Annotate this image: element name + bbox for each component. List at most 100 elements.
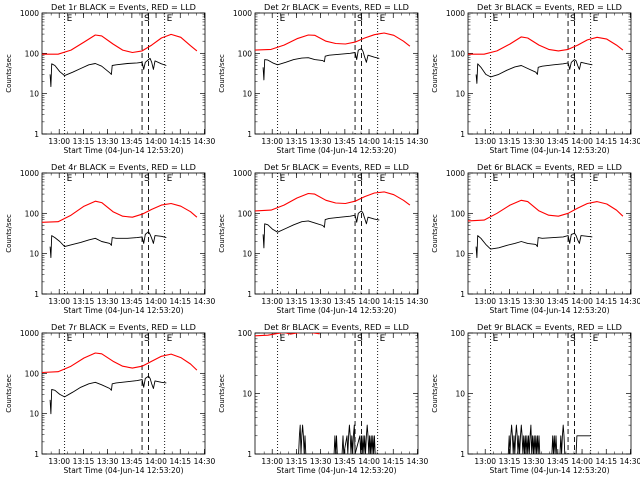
y-tick-label: 100 xyxy=(451,329,466,338)
events-series-line xyxy=(298,424,376,454)
y-axis-label: Counts/sec xyxy=(431,54,439,93)
time-marker-label: E xyxy=(380,174,386,184)
x-tick-label: 13:00 xyxy=(48,457,70,466)
x-axis-label: Start Time (04-Jun-14 12:53:20) xyxy=(64,146,184,155)
chart-svg: Det 1r BLACK = Events, RED = LLD 1 10 100 10… xyxy=(5,2,215,155)
y-tick-label: 1000 xyxy=(446,169,465,178)
lld-series-line xyxy=(42,33,198,55)
x-tick-label: 13:15 xyxy=(286,297,308,306)
x-axis-label: Start Time (04-Jun-14 12:53:20) xyxy=(64,466,184,475)
x-axis-label: Start Time (04-Jun-14 12:53:20) xyxy=(277,146,397,155)
x-tick-label: 13:45 xyxy=(334,297,356,306)
chart-title: Det 5r BLACK = Events, RED = LLD xyxy=(264,162,409,172)
time-marker-label: E xyxy=(280,14,286,24)
x-tick-label: 13:45 xyxy=(334,137,356,146)
x-tick-label: 13:45 xyxy=(121,297,143,306)
y-axis-label: Counts/sec xyxy=(5,214,13,253)
y-tick-label: 1 xyxy=(460,450,465,459)
series-group xyxy=(42,352,198,415)
x-tick-label: 14:00 xyxy=(358,297,380,306)
detector-panel-2: Det 2r BLACK = Events, RED = LLD 1 10 100 10… xyxy=(213,0,428,160)
y-tick-label: 1 xyxy=(460,130,465,139)
y-axis-label: Counts/sec xyxy=(5,54,13,93)
time-marker-label: S xyxy=(144,334,150,344)
y-tick-label: 1 xyxy=(247,290,252,299)
events-series-line xyxy=(49,57,167,88)
x-tick-label: 13:15 xyxy=(73,297,95,306)
series-group xyxy=(507,424,591,454)
time-marker-label: E xyxy=(280,174,286,184)
y-tick-label: 10 xyxy=(242,90,252,99)
x-axis-label: Start Time (04-Jun-14 12:53:20) xyxy=(490,466,610,475)
x-tick-label: 14:15 xyxy=(382,137,404,146)
detector-panel-1: Det 1r BLACK = Events, RED = LLD 1 10 100 10… xyxy=(0,0,215,160)
chart-svg: Det 2r BLACK = Events, RED = LLD 1 10 100 10… xyxy=(218,2,428,155)
lld-series-line xyxy=(255,32,411,51)
y-tick-label: 1000 xyxy=(20,9,39,18)
time-marker-label: E xyxy=(167,174,173,184)
time-marker-label: E xyxy=(593,334,599,344)
lld-series-line xyxy=(468,199,624,222)
chart-title: Det 3r BLACK = Events, RED = LLD xyxy=(477,2,622,12)
x-tick-label: 14:30 xyxy=(620,297,640,306)
x-tick-label: 14:15 xyxy=(595,457,617,466)
y-axis-label: Counts/sec xyxy=(218,214,226,253)
x-tick-label: 13:45 xyxy=(547,297,569,306)
y-tick-label: 1000 xyxy=(233,9,252,18)
time-marker-label: E xyxy=(67,334,73,344)
series-group xyxy=(255,333,376,454)
x-tick-label: 13:00 xyxy=(474,457,496,466)
x-tick-label: 13:15 xyxy=(499,297,521,306)
chart-svg: Det 8r BLACK = Events, RED = LLD 1 10 100 13… xyxy=(218,322,429,475)
y-tick-label: 1000 xyxy=(233,169,252,178)
y-tick-label: 10 xyxy=(455,390,465,399)
chart-title: Det 9r BLACK = Events, RED = LLD xyxy=(477,322,622,332)
x-tick-label: 13:30 xyxy=(310,297,332,306)
time-marker-label: E xyxy=(380,334,386,344)
detector-panel-7: Det 7r BLACK = Events, RED = LLD 1 10 100 10… xyxy=(0,320,215,480)
x-tick-label: 14:30 xyxy=(620,457,640,466)
y-tick-label: 100 xyxy=(238,49,253,58)
y-tick-label: 1 xyxy=(34,290,39,299)
chart-svg: Det 4r BLACK = Events, RED = LLD 1 10 100 10… xyxy=(5,162,215,315)
x-tick-label: 14:00 xyxy=(571,297,593,306)
x-tick-label: 13:00 xyxy=(48,137,70,146)
plot-frame xyxy=(467,172,632,295)
x-tick-label: 14:00 xyxy=(145,137,167,146)
x-tick-label: 13:00 xyxy=(474,297,496,306)
series-group xyxy=(468,36,624,84)
time-marker-label: E xyxy=(493,174,499,184)
x-tick-label: 14:30 xyxy=(407,457,429,466)
time-marker-label: S xyxy=(357,334,363,344)
x-tick-label: 14:00 xyxy=(571,137,593,146)
series-group xyxy=(255,32,411,81)
time-marker-label: S xyxy=(144,174,150,184)
x-tick-label: 14:30 xyxy=(407,297,429,306)
y-tick-label: 1 xyxy=(34,450,39,459)
x-tick-label: 13:00 xyxy=(48,297,70,306)
x-tick-label: 13:30 xyxy=(97,137,119,146)
y-tick-label: 1 xyxy=(460,290,465,299)
events-series-line xyxy=(475,232,593,259)
time-marker-label: E xyxy=(493,334,499,344)
x-tick-label: 13:45 xyxy=(547,457,569,466)
x-tick-label: 14:15 xyxy=(595,137,617,146)
events-series-line xyxy=(507,424,591,454)
x-tick-label: 13:15 xyxy=(73,457,95,466)
chart-svg: Det 3r BLACK = Events, RED = LLD 1 10 100 10… xyxy=(431,2,640,155)
x-tick-label: 14:15 xyxy=(169,297,191,306)
events-series-line xyxy=(262,48,380,81)
y-axis-label: Counts/sec xyxy=(431,374,439,413)
chart-title: Det 7r BLACK = Events, RED = LLD xyxy=(51,322,196,332)
x-tick-label: 13:15 xyxy=(286,457,308,466)
lld-series-line xyxy=(255,191,411,212)
y-tick-label: 100 xyxy=(451,49,466,58)
chart-svg: Det 9r BLACK = Events, RED = LLD 1 10 100 13… xyxy=(431,322,640,475)
plot-frame xyxy=(41,172,206,295)
time-marker-label: E xyxy=(593,14,599,24)
x-tick-label: 14:15 xyxy=(169,137,191,146)
y-tick-label: 100 xyxy=(238,329,253,338)
chart-title: Det 8r BLACK = Events, RED = LLD xyxy=(264,322,409,332)
x-axis-label: Start Time (04-Jun-14 12:53:20) xyxy=(490,306,610,315)
